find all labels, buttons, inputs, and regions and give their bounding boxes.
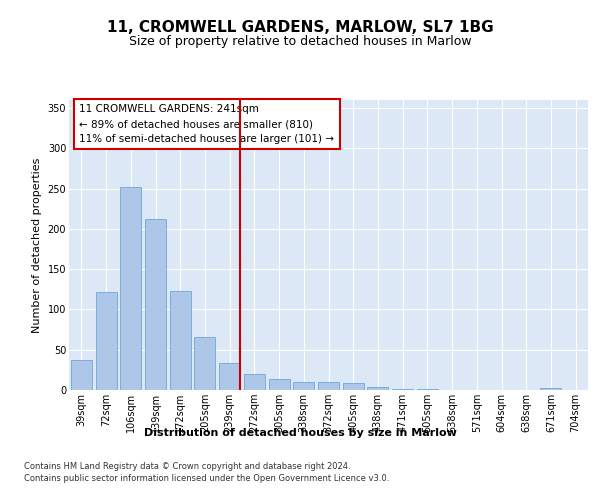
Text: Size of property relative to detached houses in Marlow: Size of property relative to detached ho… [128, 34, 472, 48]
Bar [417, 389, 438, 390]
Bar [541, 388, 562, 390]
Bar [170, 291, 191, 390]
Bar [95, 292, 116, 390]
Bar [293, 382, 314, 390]
Bar [392, 389, 413, 390]
Bar [318, 382, 339, 390]
Bar [145, 219, 166, 390]
Bar [244, 374, 265, 390]
Text: 11 CROMWELL GARDENS: 241sqm
← 89% of detached houses are smaller (810)
11% of se: 11 CROMWELL GARDENS: 241sqm ← 89% of det… [79, 104, 334, 144]
Bar [120, 187, 141, 390]
Bar [71, 360, 92, 390]
Y-axis label: Number of detached properties: Number of detached properties [32, 158, 42, 332]
Bar [269, 378, 290, 390]
Bar [219, 364, 240, 390]
Bar [194, 337, 215, 390]
Text: Contains HM Land Registry data © Crown copyright and database right 2024.
Contai: Contains HM Land Registry data © Crown c… [24, 462, 389, 483]
Bar [367, 387, 388, 390]
Bar [343, 383, 364, 390]
Text: 11, CROMWELL GARDENS, MARLOW, SL7 1BG: 11, CROMWELL GARDENS, MARLOW, SL7 1BG [107, 20, 493, 35]
Text: Distribution of detached houses by size in Marlow: Distribution of detached houses by size … [143, 428, 457, 438]
